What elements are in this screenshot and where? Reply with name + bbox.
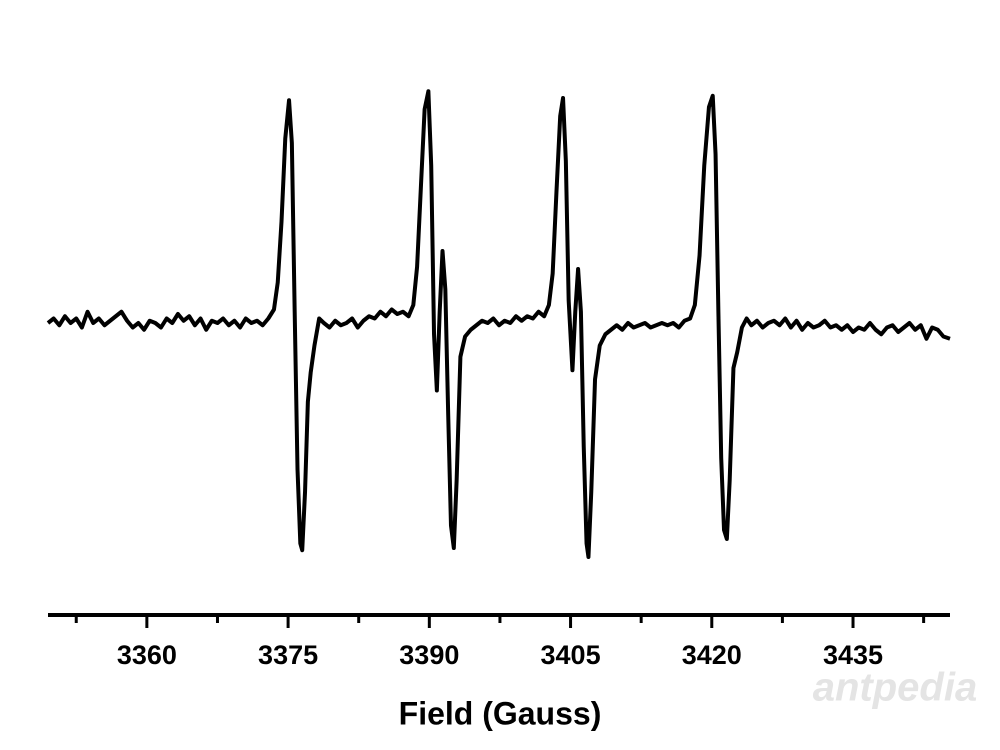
spectrum-line xyxy=(46,89,951,559)
x-tick-label: 3435 xyxy=(823,640,883,670)
x-tick-label: 3405 xyxy=(541,640,601,670)
x-tick-label: 3360 xyxy=(117,640,177,670)
x-tick-label: 3375 xyxy=(258,640,318,670)
x-axis-label: Field (Gauss) xyxy=(399,695,602,731)
watermark: antpedia xyxy=(813,666,977,710)
x-tick-label: 3420 xyxy=(682,640,742,670)
x-tick-label: 3390 xyxy=(399,640,459,670)
